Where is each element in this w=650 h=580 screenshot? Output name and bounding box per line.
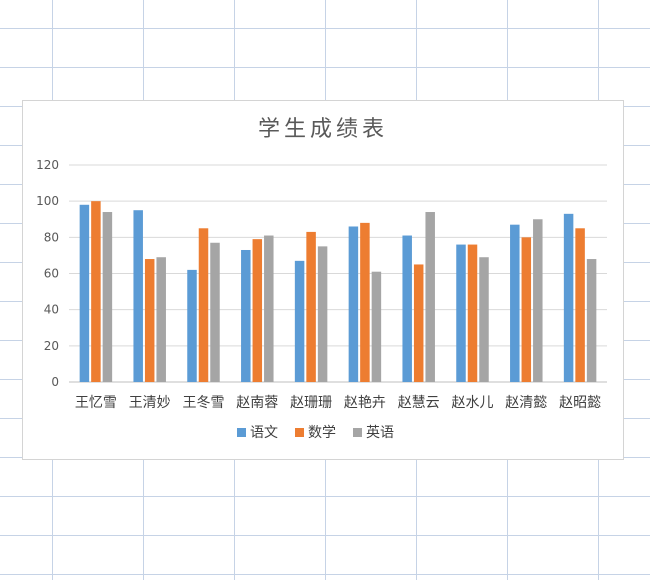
- bar: [467, 244, 478, 382]
- bar: [241, 249, 251, 382]
- bar: [198, 228, 209, 382]
- legend-label: 数学: [308, 425, 336, 441]
- bar: [79, 204, 90, 382]
- x-tick-label: 王忆雪: [75, 395, 117, 411]
- bar: [371, 271, 382, 382]
- x-tick-label: 赵珊珊: [290, 395, 332, 411]
- y-tick-label: 60: [44, 267, 59, 281]
- y-tick-label: 40: [44, 303, 59, 317]
- legend-swatch: [353, 428, 362, 437]
- bar: [348, 226, 359, 382]
- x-tick-label: 赵水儿: [452, 395, 494, 411]
- bar: [252, 239, 263, 382]
- y-tick-label: 20: [44, 339, 59, 353]
- chart-title: 学生成绩表: [257, 117, 388, 142]
- bar: [563, 213, 574, 382]
- y-tick-label: 100: [36, 194, 59, 208]
- bar: [479, 257, 489, 382]
- bar: [294, 260, 305, 382]
- y-tick-label: 80: [44, 230, 59, 244]
- bar: [187, 269, 197, 382]
- legend-label: 英语: [366, 424, 394, 441]
- bar: [306, 231, 316, 382]
- bar: [402, 235, 412, 382]
- x-tick-label: 赵艳卉: [344, 395, 386, 411]
- chart-container: 学生成绩表 0 20 40 60 80 100 120 王忆雪 王清妙 王冬雪 赵南蓉 赵珊珊 赵艳卉赵…: [22, 100, 624, 460]
- y-tick-label: 0: [51, 375, 59, 389]
- bar: [360, 222, 370, 382]
- bar: [156, 257, 166, 382]
- bar: [413, 264, 424, 382]
- bar: [210, 242, 220, 382]
- x-tick-label: 赵昭懿: [559, 395, 601, 411]
- bar: [456, 244, 466, 382]
- legend-swatch: [237, 428, 246, 437]
- bar: [91, 201, 101, 382]
- bar-chart: 020406080100120王忆雪 王清妙 王冬雪 赵南蓉 赵珊珊 赵艳卉 赵慧云 赵水儿赵…: [36, 158, 607, 441]
- x-tick-label: 王清妙: [129, 395, 171, 411]
- bar: [317, 246, 328, 382]
- x-tick-label: 赵清懿: [505, 395, 547, 411]
- x-tick-label: 赵慧云: [398, 395, 440, 411]
- legend-swatch: [295, 428, 304, 437]
- bar: [133, 210, 143, 382]
- bar: [575, 228, 585, 382]
- bar: [521, 237, 532, 382]
- bar: [425, 212, 435, 382]
- bar: [533, 219, 543, 382]
- legend-label: 语文: [250, 425, 278, 441]
- x-tick-label: 赵南蓉: [236, 395, 278, 411]
- bar: [144, 259, 155, 382]
- bar: [510, 224, 520, 382]
- y-tick-label: 120: [36, 158, 59, 172]
- bar: [102, 212, 113, 382]
- bar: [586, 259, 597, 382]
- bar: [264, 235, 274, 382]
- x-tick-label: 王冬雪: [183, 395, 225, 411]
